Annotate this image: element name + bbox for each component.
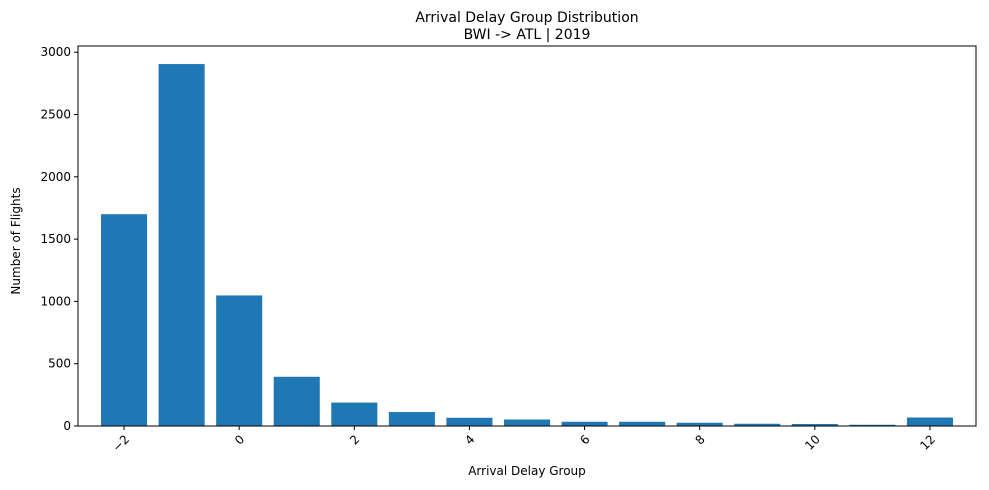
x-tick-label: 4 — [462, 432, 477, 447]
chart-subtitle: BWI -> ATL | 2019 — [464, 27, 591, 43]
x-tick-label: 2 — [347, 432, 362, 447]
x-tick-label: 6 — [577, 432, 592, 447]
bar-group-9 — [734, 423, 781, 426]
chart-title: Arrival Delay Group Distribution — [415, 10, 638, 26]
bar-group-10 — [791, 424, 838, 426]
bar-group-12 — [906, 417, 953, 426]
x-axis-label: Arrival Delay Group — [468, 464, 586, 478]
y-axis-label: Number of Flights — [9, 187, 23, 294]
x-tick-label: 0 — [232, 432, 247, 447]
y-tick-label: 0 — [63, 419, 71, 433]
x-axis-ticks: −2 0 2 4 6 8 10 12 — [110, 426, 938, 455]
bar-group-3 — [388, 412, 435, 426]
bar-group--2 — [101, 214, 148, 426]
bar-group-6 — [561, 421, 608, 426]
bar-group--1 — [158, 64, 205, 426]
bar-group-5 — [503, 419, 551, 426]
bar-group-2 — [331, 402, 378, 426]
bar-group-1 — [273, 376, 320, 426]
bar-group-8 — [676, 422, 723, 426]
bar-group-4 — [446, 417, 493, 426]
x-tick-label: 8 — [693, 432, 708, 447]
y-tick-label: 3000 — [40, 45, 71, 59]
y-tick-label: 2500 — [40, 108, 71, 122]
y-tick-label: 1500 — [40, 232, 71, 246]
y-tick-label: 1000 — [40, 294, 71, 308]
x-tick-label: −2 — [110, 432, 132, 454]
bars-group — [101, 64, 953, 426]
y-tick-label: 2000 — [40, 170, 71, 184]
x-tick-label: 10 — [802, 432, 823, 453]
bar-group-0 — [216, 295, 263, 426]
y-tick-label: 500 — [48, 357, 71, 371]
plot-frame — [77, 45, 977, 427]
bar-group-11 — [849, 424, 896, 426]
y-axis-ticks: 0 500 1000 1500 2000 2500 3000 — [40, 45, 78, 433]
bar-group-7 — [619, 421, 666, 426]
x-tick-label: 12 — [917, 432, 938, 453]
